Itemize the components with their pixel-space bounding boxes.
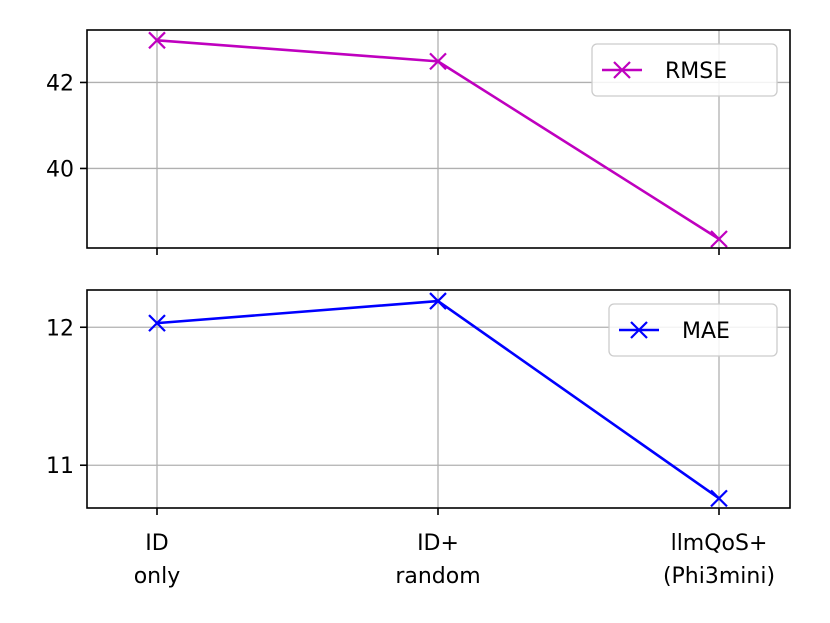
y-tick-label: 11 — [46, 454, 74, 479]
legend-label: RMSE — [665, 59, 727, 84]
x-tick-label: ID only — [134, 531, 181, 589]
y-tick-label: 42 — [46, 71, 74, 96]
legend-label: MAE — [682, 319, 730, 344]
legend-frame — [608, 303, 778, 357]
data-point — [710, 230, 728, 248]
x-tick-label: ID+ random — [395, 531, 480, 589]
legend-marker — [630, 321, 648, 339]
legend: MAE — [608, 303, 778, 357]
legend-frame — [591, 43, 778, 97]
legend: RMSE — [591, 43, 778, 97]
y-tick-label: 12 — [46, 316, 74, 341]
panel-1: 40 42 RMSE — [46, 29, 791, 255]
legend-marker — [613, 61, 631, 79]
data-point — [148, 31, 166, 50]
data-point — [429, 52, 447, 71]
x-tick-label: llmQoS+ (Phi3mini) — [663, 531, 775, 589]
panel-2: 11 12 ID only ID+ random llmQoS+ (Phi3mini) MAE — [46, 289, 791, 589]
data-point — [148, 314, 166, 332]
data-point — [710, 489, 728, 508]
data-point — [429, 292, 447, 310]
y-tick-label: 40 — [46, 157, 74, 182]
